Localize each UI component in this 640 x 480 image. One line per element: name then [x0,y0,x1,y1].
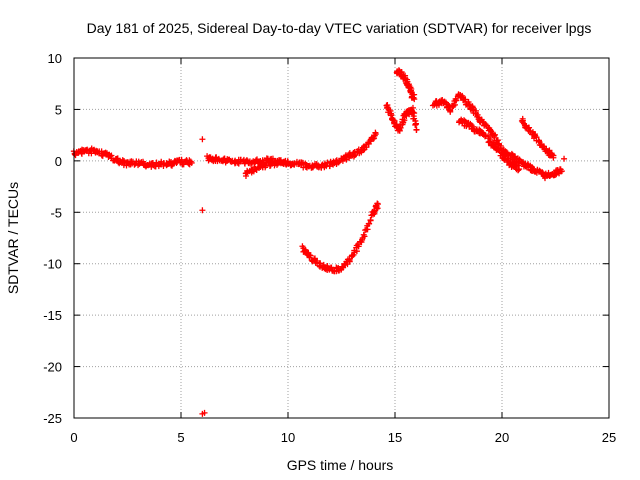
data-point [401,117,408,124]
y-tick-label: -5 [50,205,62,220]
x-tick-label: 10 [281,430,295,445]
data-point [466,102,473,109]
plot-frame [73,57,610,419]
data-point [372,131,379,138]
chart-grid [74,58,609,418]
data-point [326,162,333,169]
data-point [397,124,404,131]
data-point [266,163,273,170]
axis-ticks [73,57,610,419]
data-point [452,97,459,104]
data-point [561,155,568,162]
y-tick-label: -25 [43,411,62,426]
series-track-f [393,67,418,103]
data-point [413,127,420,133]
data-point [363,144,370,151]
data-point [252,165,259,172]
data-point [549,151,556,158]
data-point [370,135,377,142]
y-tick-labels: 10 5 0 -5 -10 -15 -20 -25 [43,51,62,426]
data-point [119,157,126,164]
series-track-c [242,157,291,180]
data-points [70,67,568,417]
series-track-i [518,115,557,161]
data-point [360,231,367,238]
data-point [335,159,342,166]
y-tick-label: 10 [48,51,62,66]
series-track-b [204,129,379,171]
data-point [349,253,356,260]
data-point [307,252,314,259]
data-point [317,260,324,267]
y-tick-label: 5 [55,102,62,117]
series-track-e [383,102,420,134]
data-point [526,124,533,131]
data-point [511,154,518,161]
x-tick-label: 25 [602,430,616,445]
y-tick-label: 0 [55,154,62,169]
data-point [365,140,372,147]
data-point [188,159,195,166]
data-point [366,220,373,227]
data-point [285,158,291,165]
data-point [494,137,501,144]
y-tick-label: -10 [43,257,62,272]
data-point [487,136,494,143]
data-point [199,207,206,214]
series-outliers [199,136,568,417]
series-track-g [429,91,565,182]
series-track-h [456,116,523,174]
data-point [412,122,419,129]
data-point [539,169,546,176]
data-point [201,409,208,416]
x-tick-label: 5 [177,430,184,445]
y-tick-label: -15 [43,308,62,323]
y-tick-label: -20 [43,360,62,375]
data-point [558,168,565,175]
data-point [199,136,206,143]
data-point [553,171,560,178]
y-axis-label: SDTVAR / TECUs [5,182,21,294]
data-point [515,167,522,174]
x-axis-label: GPS time / hours [287,457,394,473]
data-point [367,217,374,224]
data-point [552,171,559,178]
x-tick-label: 20 [495,430,509,445]
data-point [412,121,419,128]
data-point [550,154,557,161]
x-tick-labels: 0 5 10 15 20 25 [70,430,616,445]
series-track-a [70,145,195,170]
series-track-d [299,200,381,275]
data-point [359,236,366,243]
x-tick-label: 15 [388,430,402,445]
data-point [374,201,381,208]
data-point [447,108,454,115]
data-point [353,248,360,255]
x-tick-label: 0 [70,430,77,445]
data-point [516,166,523,173]
chart-title: Day 181 of 2025, Sidereal Day-to-day VTE… [87,20,592,36]
data-point [411,96,418,103]
data-point [462,96,469,103]
